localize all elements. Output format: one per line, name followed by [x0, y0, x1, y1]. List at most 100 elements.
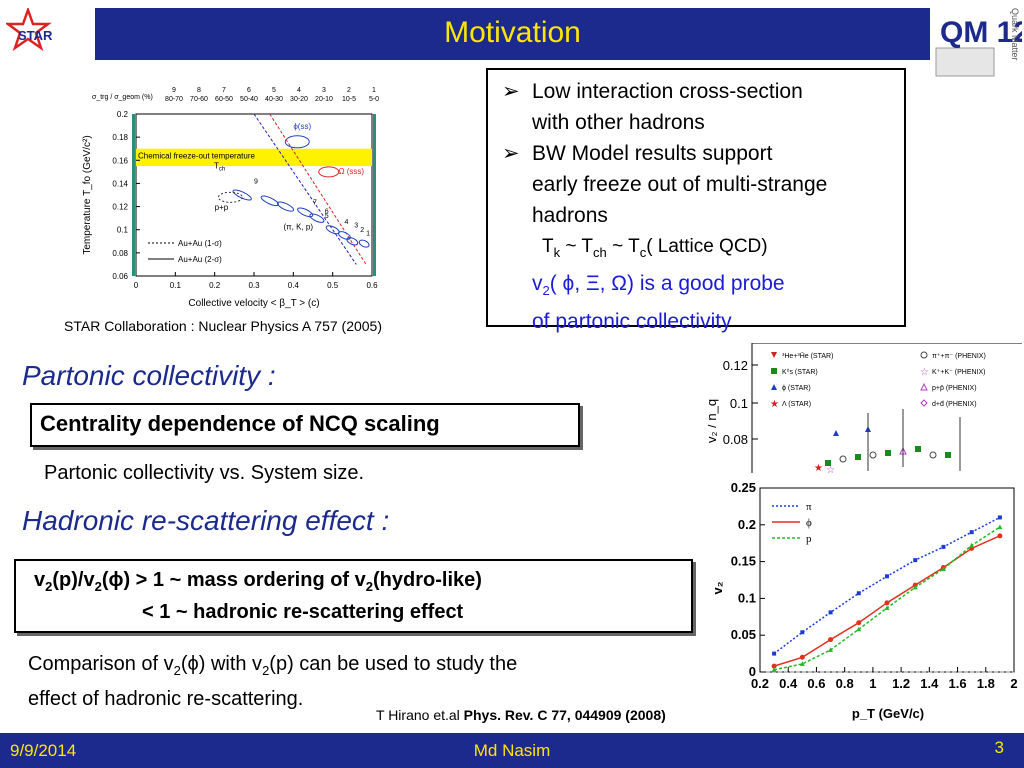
top-range: 80-70 — [165, 96, 183, 103]
y-tick-label: 0.08 — [723, 432, 748, 447]
x-tick-label: 1.2 — [892, 676, 910, 691]
x-tick-label: 1.6 — [949, 676, 967, 691]
x-tick-label: 0.2 — [751, 676, 769, 691]
y-tick-label: 0.08 — [112, 249, 128, 258]
y-tick-label: 0.12 — [112, 203, 128, 212]
x-tick-label: 1.4 — [920, 676, 939, 691]
marker-diamond — [920, 399, 928, 407]
cmp-s2: 2 — [262, 663, 270, 678]
band-label-2: Tch — [214, 162, 225, 173]
ncq-figure: 0.12 0.1 0.08 v₂ / n_q ³He+³H̄e (STAR) K⁰s (S… — [708, 343, 1022, 473]
y-tick-label: 0.15 — [731, 554, 756, 569]
pi-k-p-contour — [309, 213, 325, 223]
star-logo-shape — [6, 8, 52, 52]
x-axis-label: Collective velocity < β_T > (c) — [188, 298, 319, 309]
bullet-2-line-3: hadrons — [532, 204, 608, 227]
partonic-heading: Partonic collectivity : — [22, 360, 276, 391]
tk-mid2: ~ T — [606, 236, 640, 257]
x-tick-label: 0.8 — [836, 676, 854, 691]
hirano-prefix: T Hirano et.al — [376, 707, 464, 723]
centrality-label: 7 — [313, 199, 317, 206]
legend-label: K⁰s (STAR) — [782, 368, 818, 376]
title-bar: Motivation — [95, 8, 930, 60]
x-tick-label: 0 — [134, 281, 139, 290]
marker-square — [945, 452, 951, 458]
star-collab-citation: STAR Collaboration : Nuclear Physics A 7… — [64, 318, 383, 334]
y-tick-label: 0.1 — [117, 226, 129, 235]
top-number: 7 — [222, 87, 226, 94]
top-number: 5 — [272, 87, 276, 94]
marker-star: ★ — [814, 463, 823, 473]
top-range: 60-50 — [215, 96, 233, 103]
y-tick-label: 0.18 — [112, 133, 128, 142]
temperature-relation: Tk ~ Tch ~ Tc( Lattice QCD) — [498, 231, 894, 268]
marker-star: ★ — [770, 399, 779, 410]
marker-circle — [869, 451, 877, 459]
chemical-freezeout-band — [136, 148, 372, 167]
centrality-label: 5 — [325, 213, 329, 220]
cmp-s1: 2 — [173, 663, 181, 678]
legend-label: p+p̄ (PHENIX) — [932, 385, 977, 392]
piKp-label: (π, K, p) — [284, 223, 314, 232]
marker-square — [855, 454, 861, 460]
bullet-1-line-1: Low interaction cross-section — [532, 80, 803, 103]
top-number: 6 — [247, 87, 251, 94]
y-tick-label: 0.25 — [731, 480, 756, 495]
marker-star-open: ☆ — [826, 465, 835, 473]
bullet-arrow-icon: ➢ — [502, 80, 520, 103]
data-point — [940, 566, 946, 571]
legend-label: π⁺+π⁻ (PHENIX) — [932, 353, 986, 360]
top-range: 70-60 — [190, 96, 208, 103]
top-number: 3 — [322, 87, 326, 94]
legend-label: ϕ — [806, 517, 812, 529]
omega-freezeout-line — [253, 113, 357, 265]
v2-l1-b: (p)/v — [52, 569, 95, 591]
x-tick-label: 2 — [1010, 676, 1017, 691]
data-point — [913, 558, 918, 563]
top-number: 1 — [372, 87, 376, 94]
comparison-text: Comparison of v2(ϕ) with v2(p) can be us… — [28, 650, 698, 713]
plot-frame — [759, 487, 1015, 673]
tk-t1: T — [542, 236, 554, 257]
probe-line-2-text: of partonic collectivity — [532, 309, 732, 333]
data-point — [771, 663, 777, 669]
pi-k-p-contour — [276, 201, 295, 212]
data-point — [828, 647, 834, 652]
marker-square — [771, 368, 777, 374]
x-tick-label: 0.5 — [327, 281, 339, 290]
top-number: 2 — [347, 87, 351, 94]
tk-mid1: ~ T — [560, 236, 594, 257]
legend-label: Au+Au (2-σ) — [178, 255, 222, 264]
top-number: 4 — [297, 87, 301, 94]
top-axis-label: σ_trg / σ_geom (%) — [92, 94, 153, 101]
x-tick-label: 0.6 — [366, 281, 378, 290]
marker-tri-down — [771, 352, 777, 358]
comparison-line-2: effect of hadronic re-scattering. — [28, 688, 304, 710]
v2-l1-s3: 2 — [365, 579, 374, 594]
legend-label: d+d̄ (PHENIX) — [932, 401, 977, 408]
marker-tri-up — [833, 430, 839, 436]
y-axis-label: Temperature T_fo (GeV/c²) — [82, 135, 93, 254]
pi-k-p-contour — [338, 231, 351, 240]
tk-sub-k: k — [553, 244, 561, 260]
v2-l1-a: v — [34, 569, 46, 591]
hirano-citation: T Hirano et.al Phys. Rev. C 77, 044909 (… — [376, 707, 666, 723]
v2-pt-figure: 0.2 0.4 0.6 0.8 1 1.2 1.4 1.6 1.8 2 0 0.05 0.1 0.15 0.… — [708, 478, 1024, 726]
centrality-label: 3 — [354, 222, 358, 229]
pi-k-p-contour — [358, 239, 370, 248]
centrality-label: 1 — [366, 231, 370, 238]
marker-circle — [839, 455, 847, 463]
top-range: 40-30 — [265, 96, 283, 103]
v2-ratio-line-1: v2(p)/v2(ϕ) > 1 ~ mass ordering of v2(hy… — [34, 569, 482, 594]
data-point — [800, 630, 805, 635]
data-point — [856, 591, 861, 596]
bullet-2: ➢ BW Model results support — [498, 138, 894, 169]
comparison-line-1: Comparison of v2(ϕ) with v2(p) can be us… — [28, 650, 698, 685]
data-point — [856, 626, 862, 632]
legend-label: π — [806, 501, 812, 513]
v2-l1-s1: 2 — [45, 579, 53, 594]
v2-l1-c: (ϕ) > 1 ~ mass ordering of v — [101, 569, 366, 591]
data-point — [997, 524, 1003, 530]
phi-contour — [284, 135, 310, 149]
